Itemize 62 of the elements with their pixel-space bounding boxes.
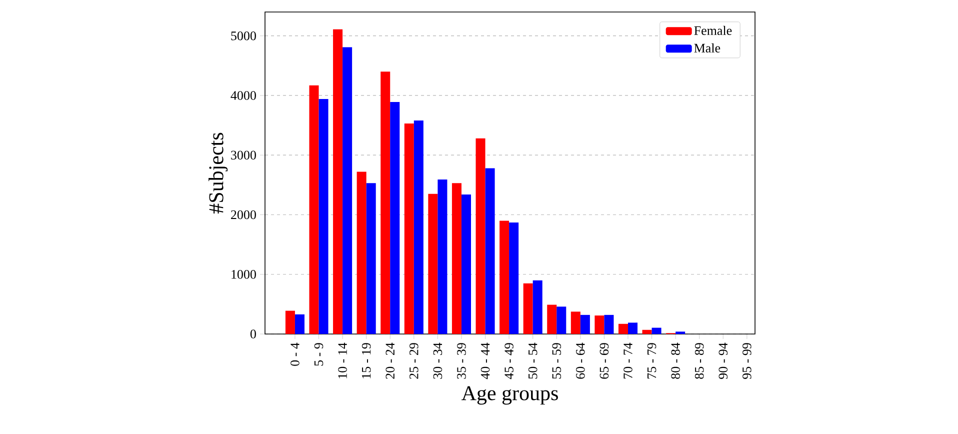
- y-tick-label: 4000: [230, 91, 256, 100]
- x-tick-label: 10 - 14: [338, 342, 347, 378]
- y-tick-label: 1000: [232, 270, 256, 279]
- bar: [318, 99, 328, 334]
- x-tick-label: 40 - 44: [480, 342, 490, 380]
- x-tick-label: 30 - 34: [433, 342, 442, 379]
- y-tick-label: 0: [250, 330, 256, 338]
- y-tick-label: 2000: [231, 210, 256, 220]
- bar: [523, 283, 533, 334]
- bar: [556, 306, 566, 334]
- bar: [500, 220, 510, 334]
- bar: [390, 102, 400, 334]
- bar: [428, 194, 438, 334]
- x-tick-label: 25 - 29: [410, 343, 418, 379]
- x-tick-label: 95 - 99: [742, 343, 752, 379]
- x-tick-label: 80 - 84: [671, 342, 680, 379]
- bar: [380, 72, 390, 334]
- bar: [532, 280, 542, 334]
- x-tick-label: 45 - 49: [504, 343, 514, 380]
- y-axis-title: #Subjects: [208, 132, 228, 214]
- x-tick-label: 75 - 79: [647, 343, 656, 378]
- y-tick-label: 3000: [231, 150, 256, 160]
- x-axis-title: Age groups: [462, 386, 558, 405]
- x-tick-label: 0 - 4: [290, 342, 300, 366]
- bar: [628, 322, 638, 334]
- bar: [438, 180, 448, 334]
- x-tick-label: 90 - 94: [718, 342, 728, 379]
- x-tick-label: 85 - 89: [694, 343, 704, 379]
- bar: [476, 138, 486, 334]
- bar: [580, 314, 590, 334]
- bar: [366, 183, 376, 334]
- bar: [452, 183, 462, 334]
- bar: [642, 330, 652, 334]
- bar: [356, 172, 366, 334]
- bar: [652, 328, 662, 334]
- bar: [294, 314, 304, 334]
- bar: [547, 304, 557, 334]
- x-tick-label: 50 - 54: [528, 342, 538, 379]
- bar: [285, 310, 295, 334]
- legend-label: Male: [694, 43, 720, 53]
- legend-label: Female: [694, 26, 732, 36]
- y-tick-label: 5000: [231, 31, 256, 40]
- bar: [604, 314, 614, 334]
- x-tick-label: 60 - 64: [576, 342, 585, 379]
- bar: [414, 120, 424, 334]
- bar: [309, 85, 319, 334]
- x-tick-label: 65 - 69: [600, 343, 609, 379]
- x-tick-label: 15 - 19: [362, 343, 371, 378]
- bar: [618, 324, 628, 334]
- x-tick-label: 70 - 74: [624, 342, 632, 378]
- bar: [570, 312, 580, 334]
- x-tick-label: 55 - 59: [552, 343, 561, 379]
- x-tick-label: 35 - 39: [457, 343, 466, 379]
- bar: [333, 29, 343, 334]
- bar: [509, 222, 519, 334]
- x-tick-label: 5 - 9: [314, 343, 324, 366]
- x-tick-label: 20 - 24: [386, 342, 395, 379]
- bar: [404, 124, 414, 334]
- bar: [342, 47, 352, 334]
- bar: [594, 316, 604, 334]
- bar: [461, 194, 471, 334]
- bar: [485, 168, 495, 334]
